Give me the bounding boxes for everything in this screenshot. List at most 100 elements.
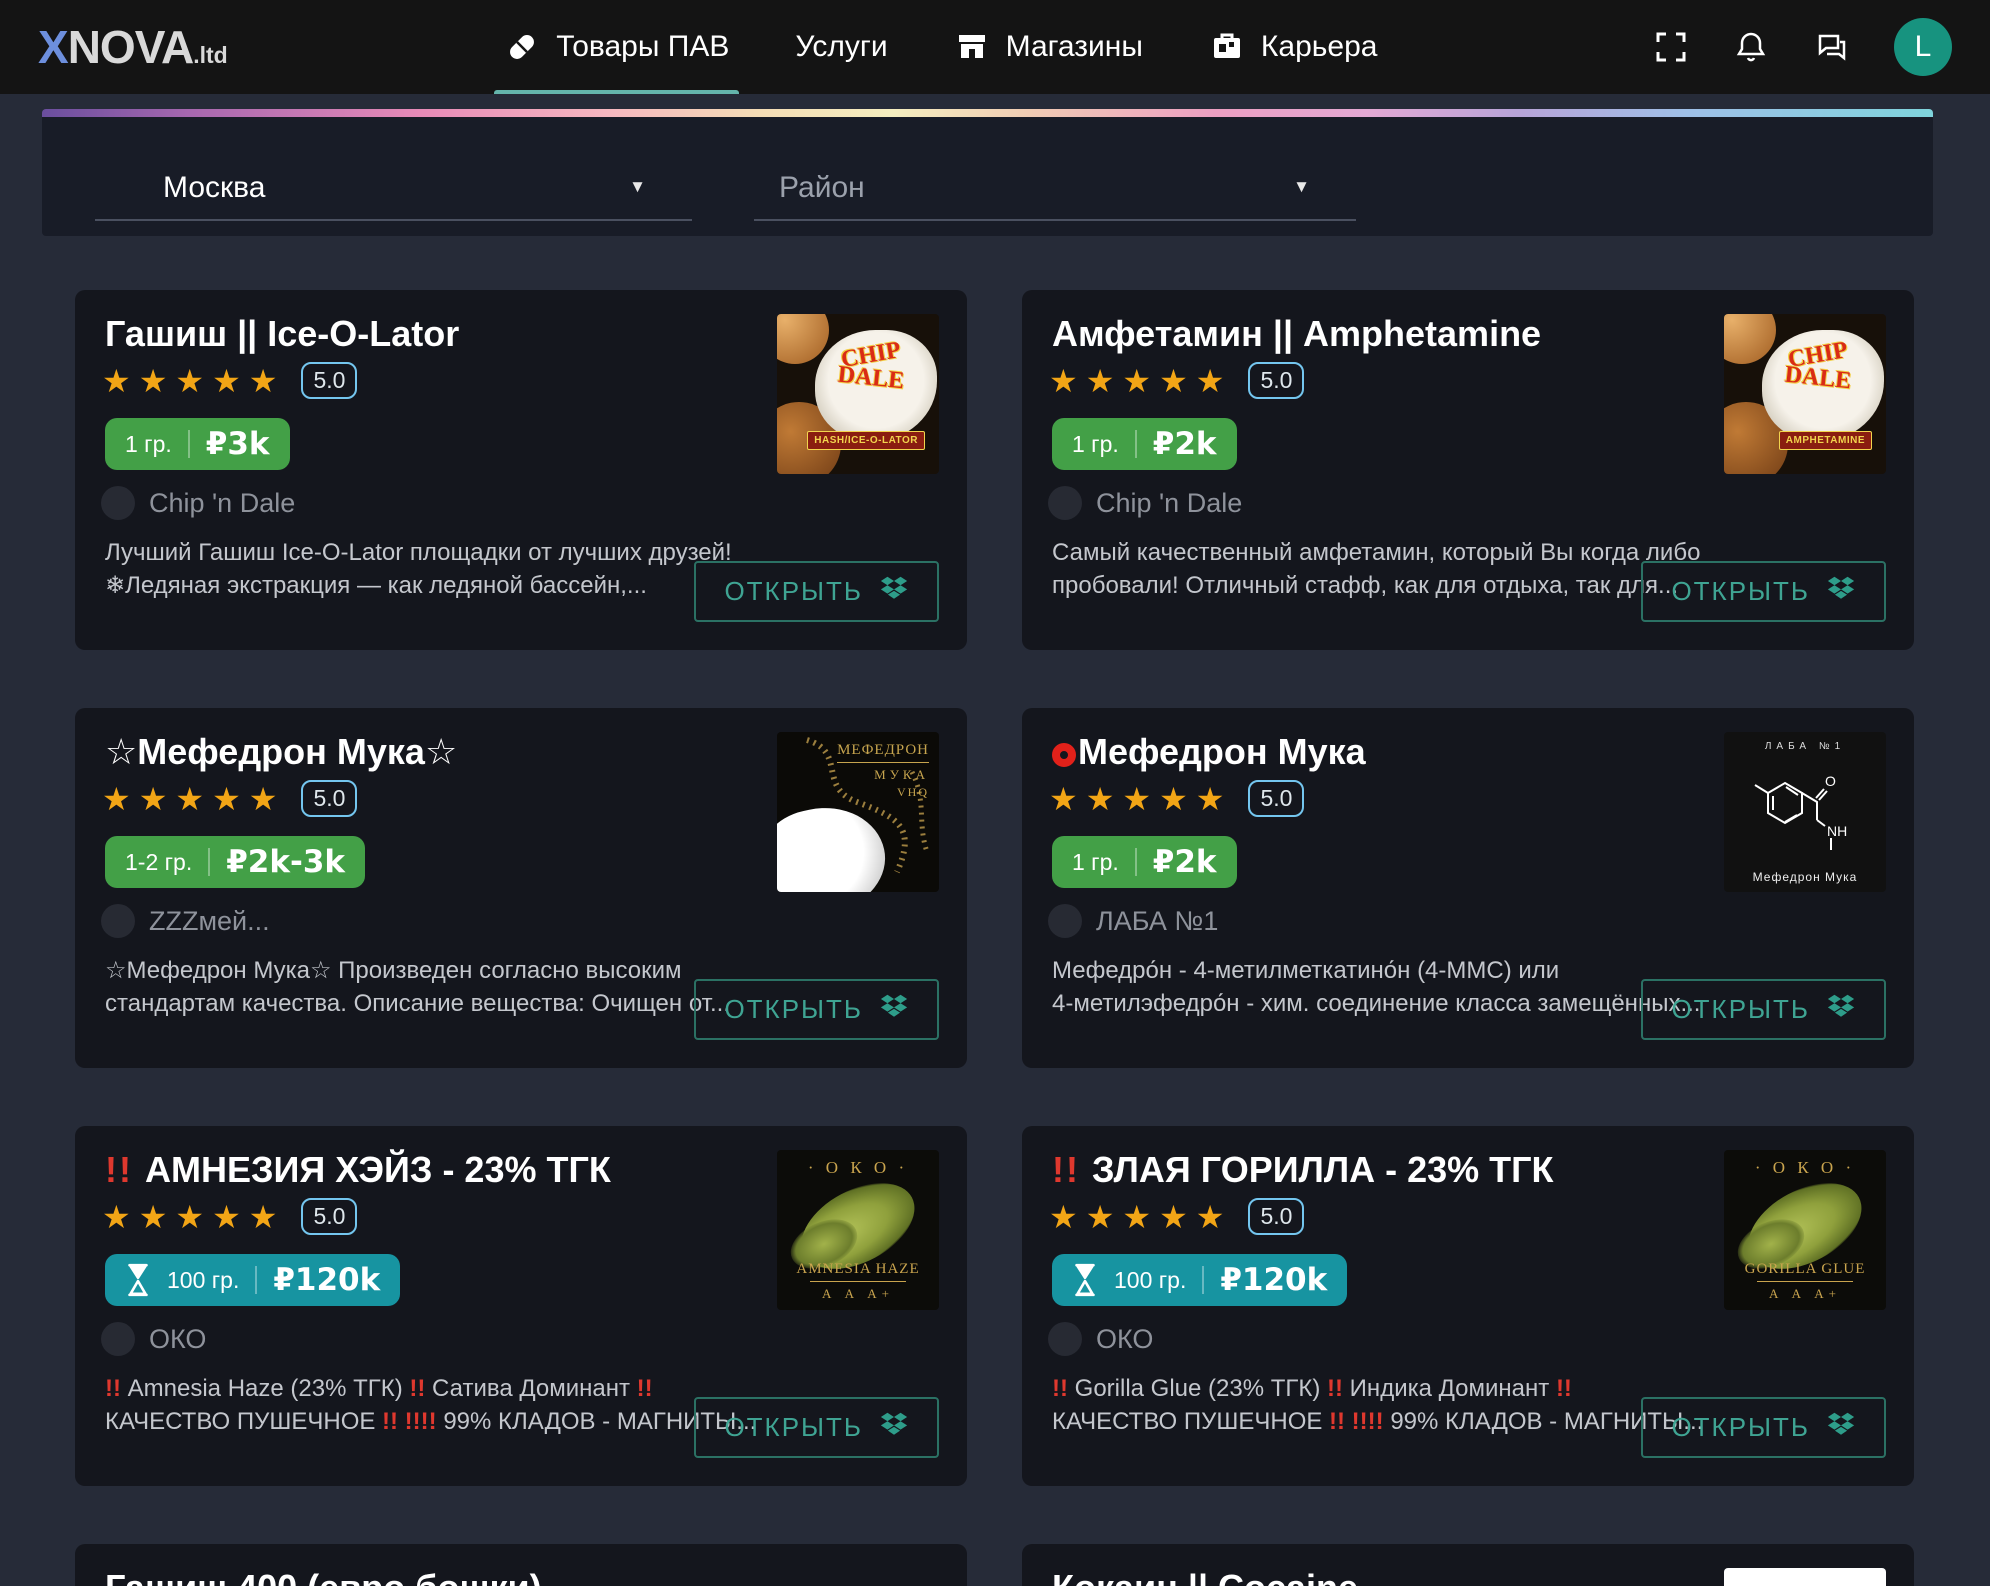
logo-name: NOVA — [67, 21, 194, 73]
rating-row: ★★★★★ 5.0 — [1049, 1198, 1305, 1235]
product-title: Мефедрон Мука — [1052, 730, 1366, 774]
rating-badge: 5.0 — [301, 362, 358, 399]
gradient-bar — [42, 109, 1933, 117]
red-circle-icon — [1052, 743, 1076, 767]
dropbox-icon — [1826, 574, 1856, 609]
dropbox-icon — [879, 574, 909, 609]
seller-name: Chip 'n Dale — [149, 487, 296, 518]
seller-row: Chip 'n Dale — [101, 486, 295, 520]
product-title: !! АМНЕЗИЯ ХЭЙЗ - 23% ТГК — [105, 1149, 611, 1190]
price-badge: 100 гр. ₽120k — [1052, 1254, 1348, 1306]
product-description: Мефедро́н - 4-метилметкатино́н (4-MMC) и… — [1052, 957, 1701, 1017]
active-tab-underline — [494, 90, 740, 94]
seller-name: ЛАБА №1 — [1096, 905, 1219, 936]
seller-row: ZZZмей... — [101, 904, 270, 938]
product-description: !! Amnesia Haze (23% ТГК) !! Сатива Доми… — [105, 1375, 757, 1435]
chevron-down-icon: ▼ — [629, 177, 646, 196]
product-title: Амфетамин || Amphetamine — [1052, 313, 1542, 354]
product-image: ЛАБА №1 O NH Мефедрон Мука — [1724, 732, 1886, 892]
price-badge: 1 гр. ₽3k — [105, 418, 290, 470]
product-card: ☆Мефедрон Мука☆ ★★★★★ 5.0 1-2 гр. ₽2k-3k… — [75, 708, 967, 1068]
product-card: Кокаин || Cocaine — [1022, 1544, 1914, 1586]
seller-avatar — [101, 904, 135, 938]
rating-row: ★★★★★ 5.0 — [102, 1198, 358, 1235]
svg-text:O: O — [1825, 773, 1836, 789]
product-title: Гашиш 400 (евро бошки) — [105, 1566, 542, 1586]
rating-badge: 5.0 — [1248, 780, 1305, 817]
seller-row: ОКО — [101, 1322, 206, 1356]
price-badge: 100 гр. ₽120k — [105, 1254, 401, 1306]
product-card: Амфетамин || Amphetamine ★★★★★ 5.0 1 гр.… — [1022, 290, 1914, 650]
rating-badge: 5.0 — [1248, 362, 1305, 399]
price-badge: 1-2 гр. ₽2k-3k — [105, 836, 366, 888]
rating-row: ★★★★★ 5.0 — [102, 780, 358, 817]
logo-suffix: .ltd — [193, 42, 228, 68]
seller-row: Chip 'n Dale — [1048, 486, 1242, 520]
avatar[interactable]: L — [1894, 18, 1952, 76]
tab-products[interactable]: Товары ПАВ — [494, 0, 740, 94]
logo[interactable]: X NOVA .ltd — [38, 20, 228, 74]
nav-actions: L — [1654, 18, 1952, 76]
double-exclamation-icon: !! — [105, 1149, 133, 1190]
chevron-down-icon: ▼ — [1293, 177, 1310, 196]
logo-x: X — [38, 21, 69, 73]
fullscreen-icon[interactable] — [1654, 30, 1688, 64]
dropbox-icon — [1826, 1410, 1856, 1445]
seller-name: ОКО — [149, 1323, 207, 1354]
star-icons: ★★★★★ — [1049, 1198, 1233, 1235]
star-icons: ★★★★★ — [102, 780, 286, 817]
price-badge: 1 гр. ₽2k — [1052, 836, 1237, 888]
store-icon — [954, 29, 990, 65]
seller-name: Chip 'n Dale — [1096, 487, 1243, 518]
svg-text:NH: NH — [1827, 823, 1847, 839]
product-title: !! ЗЛАЯ ГОРИЛЛА - 23% ТГК — [1052, 1149, 1554, 1190]
district-select[interactable]: Район ▼ — [754, 157, 1356, 221]
open-button[interactable]: ОТКРЫТЬ — [1641, 979, 1886, 1040]
rating-badge: 5.0 — [1248, 1198, 1305, 1235]
product-description: Лучший Гашиш Ice-O-Lator площадки от луч… — [105, 539, 732, 599]
product-image: CHIP DALE AMPHETAMINE — [1724, 314, 1886, 474]
tab-career[interactable]: Карьера — [1209, 0, 1378, 94]
rating-badge: 5.0 — [301, 780, 358, 817]
tab-label: Карьера — [1260, 30, 1378, 63]
seller-row: ЛАБА №1 — [1048, 904, 1218, 938]
open-button[interactable]: ОТКРЫТЬ — [1641, 1397, 1886, 1458]
rating-badge: 5.0 — [301, 1198, 358, 1235]
product-description: !! Gorilla Glue (23% ТГК) !! Индика Доми… — [1052, 1375, 1704, 1435]
product-image: · О К О · AMNESIA HAZE А А А+ — [777, 1150, 939, 1310]
product-card: Гашиш || Ice-O-Lator ★★★★★ 5.0 1 гр. ₽3k… — [75, 290, 967, 650]
product-title: Кокаин || Cocaine — [1052, 1566, 1358, 1586]
star-icons: ★★★★★ — [102, 362, 286, 399]
product-image: · О К О · GORILLA GLUE А А А+ — [1724, 1150, 1886, 1310]
seller-avatar — [1048, 486, 1082, 520]
filter-panel: Москва ▼ Район ▼ — [42, 109, 1933, 236]
product-description: ☆Мефедрон Мука☆ Произведен согласно высо… — [105, 957, 730, 1017]
tab-services[interactable]: Услуги — [795, 0, 887, 94]
seller-avatar — [101, 486, 135, 520]
top-nav: X NOVA .ltd Товары ПАВ Услуги Магазины — [0, 0, 1990, 94]
chat-icon[interactable] — [1814, 30, 1848, 64]
district-select-placeholder: Район — [779, 171, 865, 204]
product-image: МЕФЕДРОН МУКА VHQ — [777, 732, 939, 892]
open-button[interactable]: ОТКРЫТЬ — [694, 979, 939, 1040]
city-select[interactable]: Москва ▼ — [95, 157, 692, 221]
dropbox-icon — [1826, 992, 1856, 1027]
pill-icon — [504, 29, 540, 65]
bell-icon[interactable] — [1734, 30, 1768, 64]
tab-stores[interactable]: Магазины — [954, 0, 1143, 94]
product-title: ☆Мефедрон Мука☆ — [105, 731, 458, 772]
open-button[interactable]: ОТКРЫТЬ — [1641, 561, 1886, 622]
seller-name: ZZZмей... — [149, 905, 270, 936]
rating-row: ★★★★★ 5.0 — [102, 362, 358, 399]
open-button[interactable]: ОТКРЫТЬ — [694, 1397, 939, 1458]
seller-name: ОКО — [1096, 1323, 1154, 1354]
product-title: Гашиш || Ice-O-Lator — [105, 313, 460, 354]
city-select-value: Москва — [163, 171, 266, 204]
product-description: Самый качественный амфетамин, который Вы… — [1052, 539, 1701, 599]
open-button[interactable]: ОТКРЫТЬ — [694, 561, 939, 622]
product-image — [1724, 1568, 1886, 1586]
price-badge: 1 гр. ₽2k — [1052, 418, 1237, 470]
seller-avatar — [1048, 904, 1082, 938]
tab-label: Товары ПАВ — [556, 30, 730, 63]
